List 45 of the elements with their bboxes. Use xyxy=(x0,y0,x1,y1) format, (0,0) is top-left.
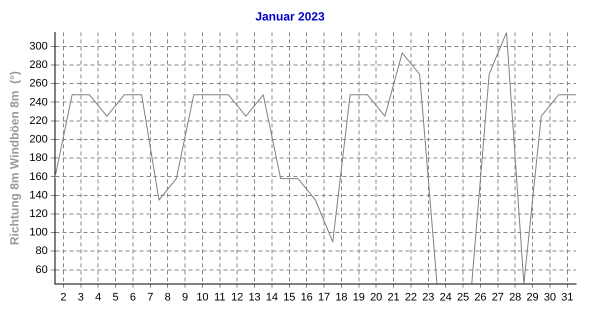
y-tick-label: 300 xyxy=(29,40,48,52)
x-tick-label: 29 xyxy=(526,291,539,304)
y-tick-label: 140 xyxy=(29,189,48,202)
x-tick-label: 11 xyxy=(214,291,226,304)
x-tick-label: 9 xyxy=(182,291,188,304)
y-tick-label: 100 xyxy=(29,226,48,239)
x-tick-label: 25 xyxy=(456,291,470,304)
x-tick-label: 8 xyxy=(164,291,171,304)
x-tick-label: 21 xyxy=(387,291,400,304)
x-tick-label: 20 xyxy=(370,291,382,304)
y-tick-label: 280 xyxy=(29,59,48,72)
x-tick-label: 4 xyxy=(95,291,102,304)
x-tick-label: 2 xyxy=(60,291,67,304)
x-tick-label: 19 xyxy=(352,291,365,304)
y-tick-label: 220 xyxy=(29,114,48,127)
x-tick-label: 18 xyxy=(335,291,348,304)
x-tick-label: 22 xyxy=(404,291,418,304)
y-axis-title: Richtung 8m Windböen 8m (°) xyxy=(8,71,22,246)
x-tick-label: 14 xyxy=(266,291,278,304)
y-tick-label: 60 xyxy=(36,264,48,276)
x-tick-label: 24 xyxy=(440,291,452,304)
x-tick-label: 16 xyxy=(300,291,313,304)
x-tick-label: 3 xyxy=(78,291,84,304)
y-tick-label: 80 xyxy=(36,245,48,258)
x-tick-label: 27 xyxy=(492,291,504,304)
x-tick-label: 26 xyxy=(474,291,487,304)
x-tick-label: 13 xyxy=(248,291,261,304)
x-tick-label: 5 xyxy=(112,291,119,304)
x-tick-label: 28 xyxy=(509,291,522,304)
y-tick-label: 240 xyxy=(29,96,48,108)
x-tick-label: 31 xyxy=(561,291,574,304)
x-tick-label: 6 xyxy=(130,291,136,304)
x-tick-label: 12 xyxy=(231,291,244,304)
y-tick-label: 120 xyxy=(29,208,48,220)
y-tick-label: 160 xyxy=(29,170,48,183)
x-tick-label: 30 xyxy=(544,291,556,304)
x-tick-label: 17 xyxy=(318,291,330,304)
y-tick-label: 260 xyxy=(29,78,48,90)
x-tick-label: 7 xyxy=(147,291,154,304)
x-tick-label: 15 xyxy=(283,291,296,304)
x-tick-label: 10 xyxy=(196,291,209,304)
y-tick-label: 180 xyxy=(29,152,48,164)
x-tick-label: 23 xyxy=(422,291,434,304)
y-tick-label: 200 xyxy=(29,134,48,146)
chart-title: Januar 2023 xyxy=(255,10,326,24)
